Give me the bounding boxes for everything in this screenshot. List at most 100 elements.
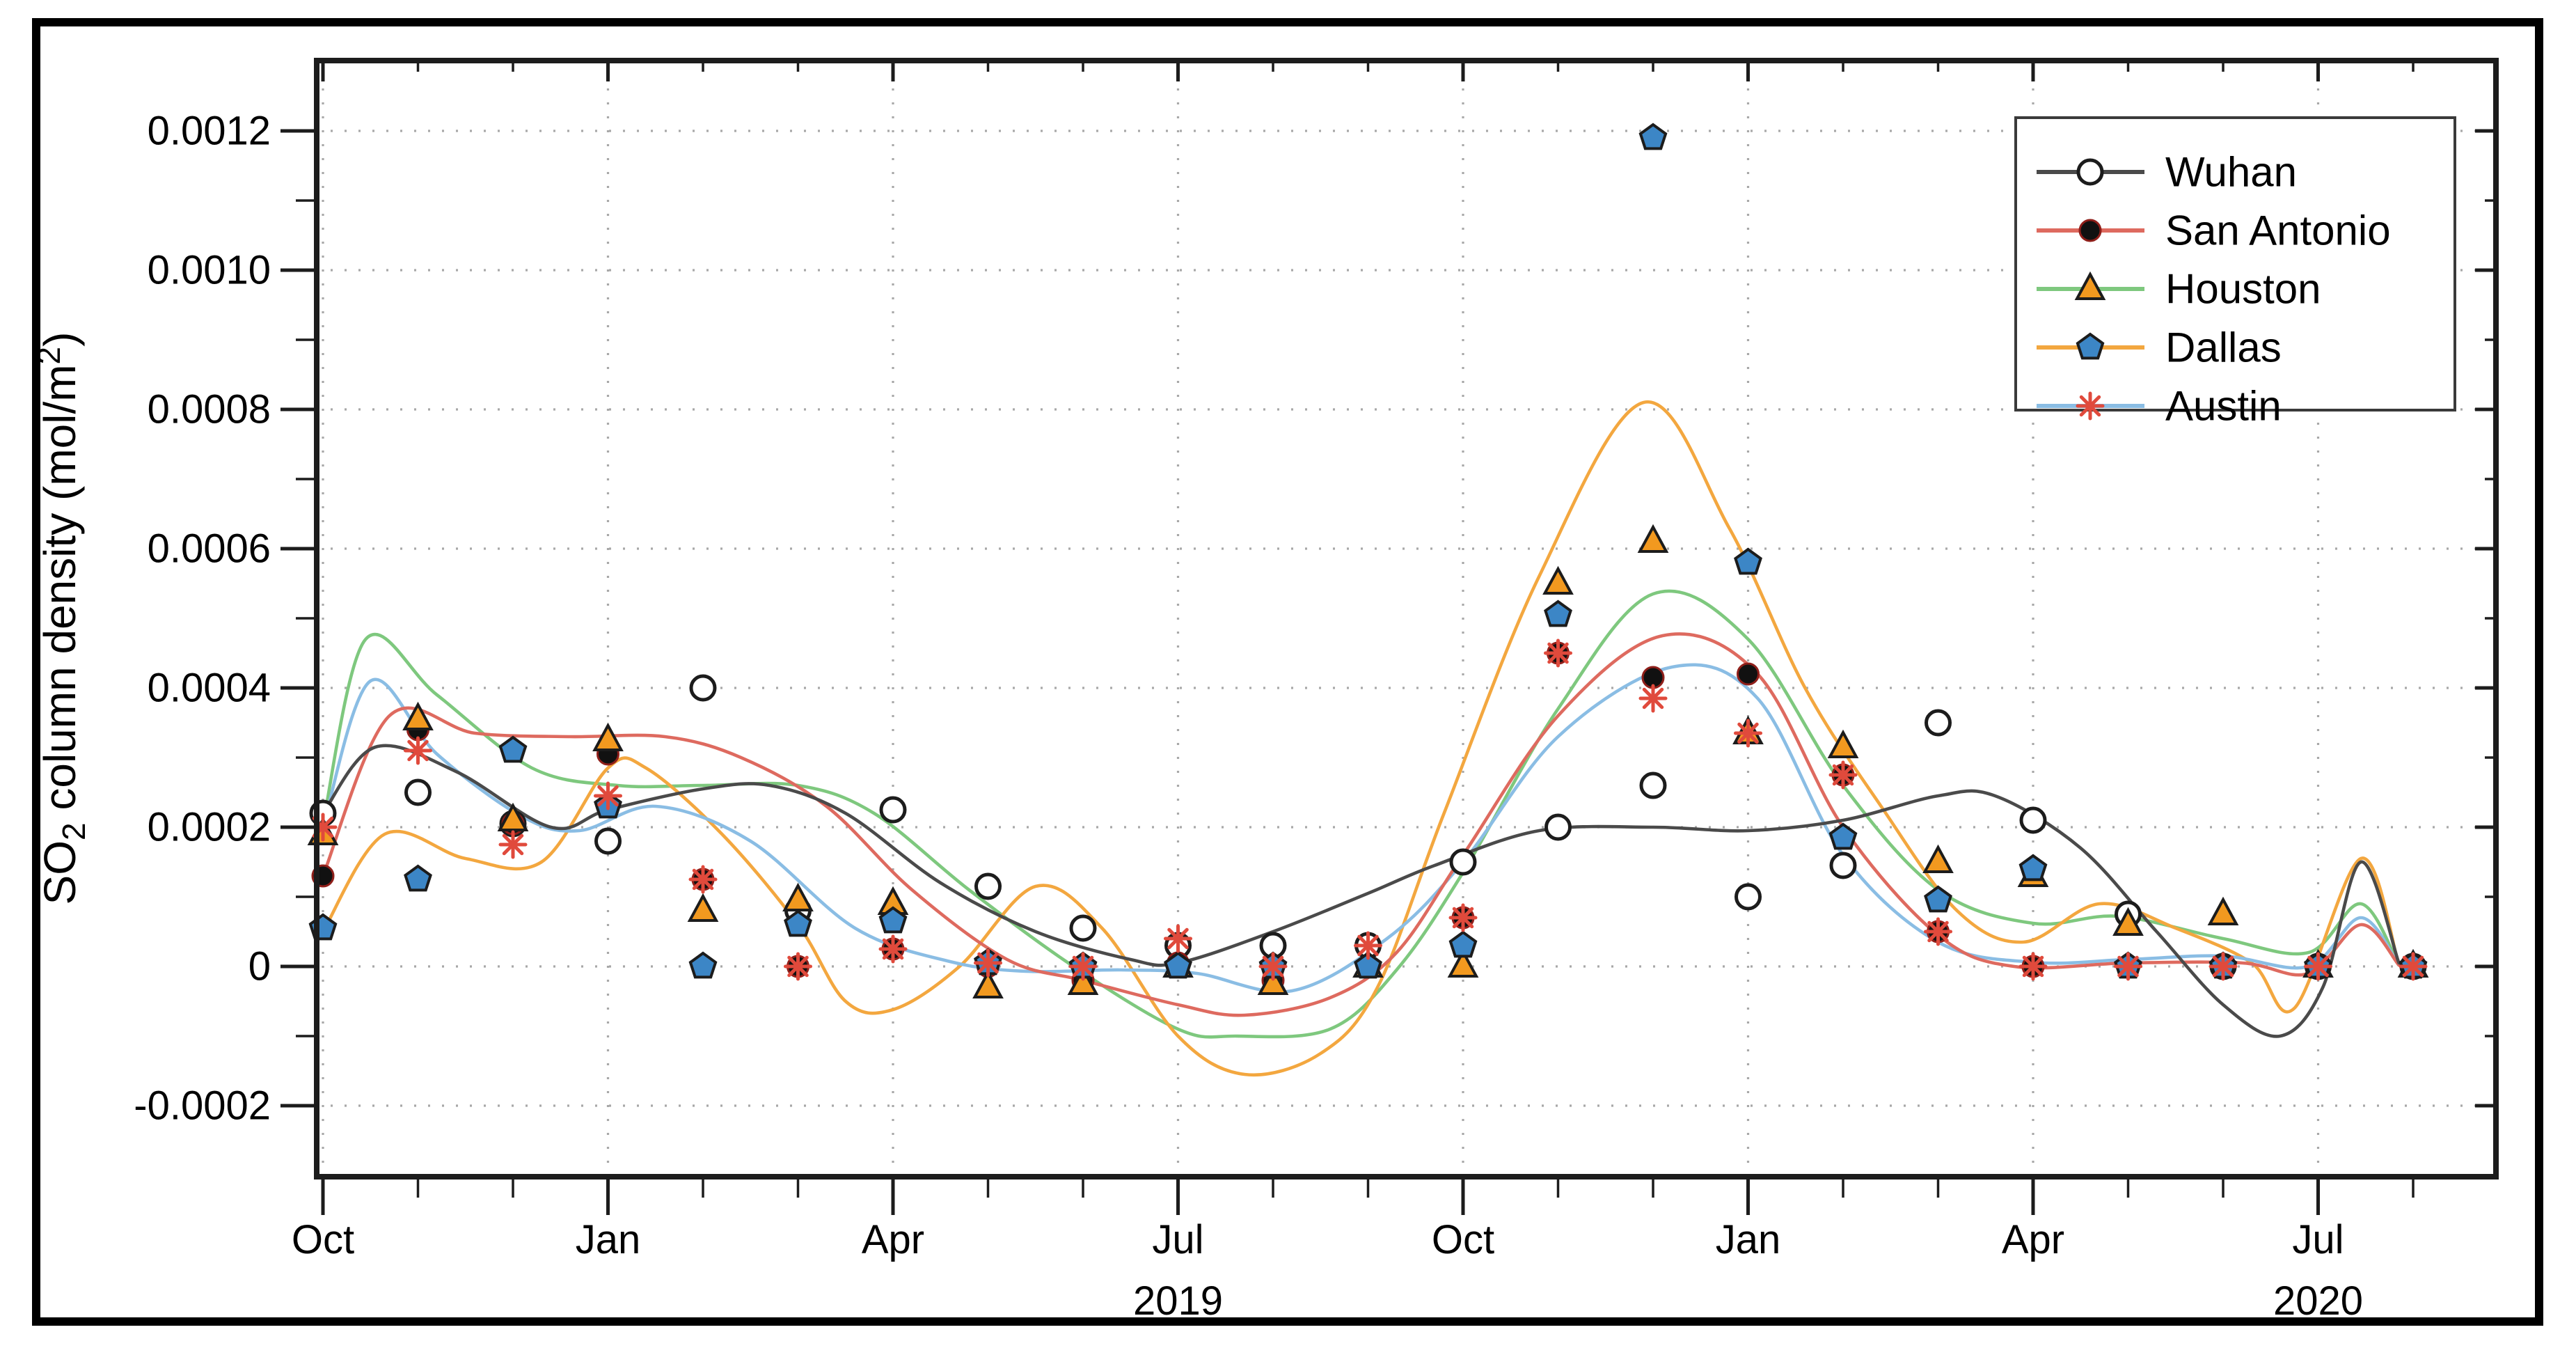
point-wuhan-oct-2019 bbox=[1449, 848, 1477, 876]
legend-label: Houston bbox=[2165, 266, 2321, 313]
y-tick-label: 0.0010 bbox=[148, 248, 271, 293]
point-wuhan-feb-2020 bbox=[1829, 852, 1857, 879]
y-tick-label: -0.0002 bbox=[134, 1083, 271, 1129]
series-points-austin bbox=[308, 638, 2428, 981]
asterisk-ray bbox=[2022, 955, 2044, 978]
legend-label: Wuhan bbox=[2165, 149, 2297, 196]
point-san-antonio-jan-2020 bbox=[1737, 662, 1760, 686]
fit-lines bbox=[321, 400, 2401, 1077]
point-wuhan-jan-2019 bbox=[594, 827, 622, 855]
y-tick-label: 0.0004 bbox=[148, 666, 271, 711]
point-houston-jan-2019 bbox=[592, 722, 624, 751]
x-tick-label: Apr bbox=[862, 1217, 924, 1262]
point-austin-jan-2020 bbox=[1734, 719, 1762, 748]
point-dallas-sep-2019 bbox=[1354, 951, 1382, 979]
legend-label: Austin bbox=[2165, 383, 2282, 430]
asterisk-ray bbox=[2079, 395, 2101, 417]
x-year-label: 2019 bbox=[1133, 1278, 1223, 1324]
x-tick-label: Jan bbox=[1716, 1217, 1781, 1262]
asterisk-ray bbox=[1927, 920, 1949, 943]
point-austin-jul-2020 bbox=[2304, 952, 2332, 981]
asterisk-ray bbox=[2212, 955, 2234, 978]
point-dallas-oct-2019 bbox=[1448, 930, 1478, 958]
asterisk-ray bbox=[2402, 955, 2424, 978]
legend-item-houston: Houston bbox=[2037, 266, 2321, 313]
legend-box bbox=[2014, 116, 2456, 412]
legend-item-dallas: Dallas bbox=[2037, 324, 2282, 371]
point-dallas-apr-2019 bbox=[878, 906, 908, 934]
point-wuhan-jun-2019 bbox=[1069, 914, 1097, 942]
point-wuhan-apr-2019 bbox=[879, 796, 907, 824]
gridlines bbox=[317, 61, 2496, 1177]
point-austin-dec-2019 bbox=[1638, 684, 1668, 713]
y-tick-label: 0 bbox=[248, 944, 271, 989]
point-austin-may-2020 bbox=[2114, 952, 2142, 981]
x-tick-label: Oct bbox=[292, 1217, 354, 1262]
fit-line-houston bbox=[321, 589, 2401, 1039]
x-tick-label: Oct bbox=[1432, 1217, 1494, 1262]
legend-item-wuhan: Wuhan bbox=[2037, 149, 2297, 196]
point-dallas-mar-2020 bbox=[1924, 885, 1952, 913]
point-dallas-apr-2020 bbox=[2018, 854, 2048, 881]
point-dallas-nov-2019 bbox=[1544, 599, 1572, 627]
x-tick-label: Jul bbox=[2292, 1217, 2344, 1262]
point-houston-feb-2019 bbox=[687, 893, 719, 922]
y-axis-title: SO2 column density (mol/m2) bbox=[31, 332, 92, 905]
y-tick-label: 0.0006 bbox=[148, 526, 271, 572]
point-wuhan-nov-2018 bbox=[404, 778, 432, 806]
point-austin-nov-2019 bbox=[1544, 638, 1572, 668]
asterisk-ray bbox=[407, 739, 429, 762]
point-wuhan-mar-2020 bbox=[1925, 709, 1952, 737]
point-austin-aug-2019 bbox=[1258, 952, 1288, 981]
point-wuhan-may-2019 bbox=[974, 872, 1002, 900]
point-austin-feb-2019 bbox=[688, 865, 718, 894]
point-austin-jun-2019 bbox=[1068, 952, 1098, 981]
asterisk-ray bbox=[597, 785, 619, 807]
point-wuhan-apr-2020 bbox=[2019, 806, 2047, 834]
data-points bbox=[307, 123, 2429, 998]
asterisk-ray bbox=[882, 938, 904, 960]
point-houston-mar-2020 bbox=[1922, 844, 1954, 873]
point-dallas-feb-2020 bbox=[1828, 822, 1858, 850]
point-houston-aug-2019 bbox=[1257, 966, 1289, 995]
asterisk-ray bbox=[1832, 764, 1854, 786]
point-dallas-dec-2018 bbox=[498, 735, 528, 763]
asterisk-ray bbox=[1737, 722, 1759, 744]
y-tick-label: 0.0002 bbox=[148, 805, 271, 850]
point-dallas-feb-2019 bbox=[688, 951, 718, 979]
point-austin-sep-2019 bbox=[1354, 931, 1382, 960]
point-houston-jun-2019 bbox=[1067, 966, 1099, 995]
asterisk-ray bbox=[1167, 927, 1189, 950]
point-austin-nov-2018 bbox=[404, 736, 432, 765]
asterisk-ray bbox=[2117, 955, 2139, 978]
x-tick-label: Jul bbox=[1152, 1217, 1203, 1262]
y-tick-label: 0.0008 bbox=[148, 387, 271, 432]
axis-labels: -0.0002 0 0.0002 0.0004 0.0006 0.0008 0.0010 0.… bbox=[31, 109, 2363, 1324]
point-dallas-nov-2018 bbox=[404, 864, 432, 892]
legend-marker-pentagon bbox=[2076, 332, 2105, 360]
asterisk-ray bbox=[502, 833, 524, 856]
point-houston-oct-2019 bbox=[1447, 948, 1479, 978]
point-austin-apr-2020 bbox=[2018, 952, 2048, 981]
fit-line-san-antonio bbox=[321, 632, 2401, 1017]
asterisk-ray bbox=[692, 868, 714, 891]
point-wuhan-nov-2019 bbox=[1544, 813, 1572, 841]
x-tick-label: Jan bbox=[576, 1217, 641, 1262]
asterisk-ray bbox=[787, 955, 809, 978]
point-dallas-jul-2019 bbox=[1164, 951, 1192, 979]
point-wuhan-dec-2019 bbox=[1639, 771, 1667, 799]
point-houston-nov-2019 bbox=[1542, 565, 1574, 595]
point-austin-mar-2019 bbox=[784, 952, 812, 981]
asterisk-ray bbox=[1547, 642, 1569, 664]
legend: Wuhan San Antonio Houston Dallas Austin bbox=[2014, 116, 2456, 430]
asterisk-ray bbox=[1642, 687, 1664, 710]
point-wuhan-jan-2020 bbox=[1735, 883, 1762, 911]
legend-item-san-antonio: San Antonio bbox=[2037, 207, 2391, 254]
legend-marker-open-circle bbox=[2076, 158, 2104, 186]
point-dallas-dec-2019 bbox=[1638, 123, 1668, 150]
asterisk-ray bbox=[1357, 934, 1379, 957]
y-tick-label: 0.0012 bbox=[148, 109, 271, 154]
point-austin-oct-2019 bbox=[1448, 903, 1478, 932]
